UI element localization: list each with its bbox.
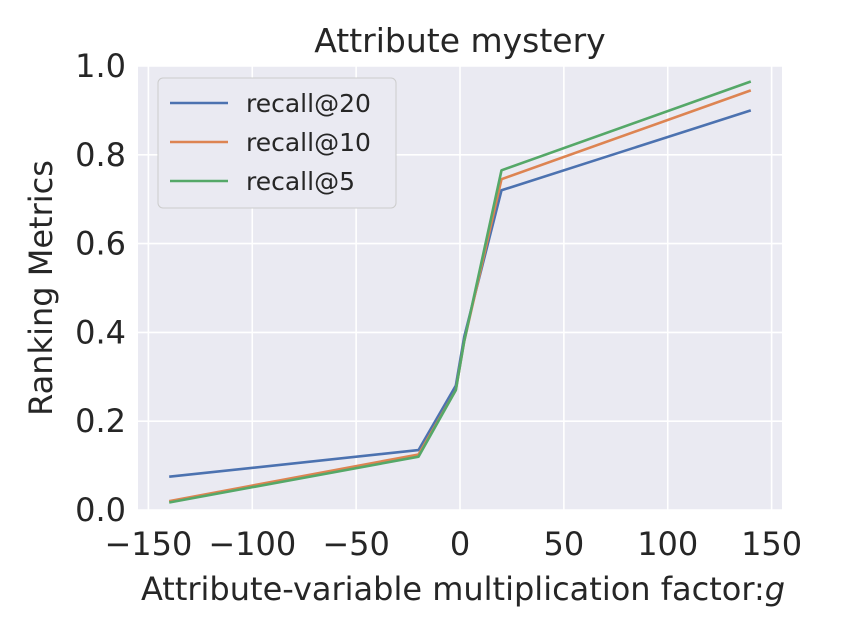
legend: recall@20 recall@10 recall@5	[157, 77, 397, 209]
y-tick-label: 0.0	[75, 491, 126, 529]
legend-label: recall@5	[246, 167, 355, 196]
x-tick-label: 100	[637, 525, 698, 563]
x-tick-label: −100	[208, 525, 296, 563]
x-tick-label: 150	[741, 525, 802, 563]
legend-label: recall@10	[246, 128, 371, 157]
y-tick-label: 0.6	[75, 225, 126, 263]
y-tick-label: 1.0	[75, 47, 126, 85]
series-line-recall-5	[168, 80, 752, 504]
series-lines	[168, 80, 752, 504]
y-tick-label: 0.2	[75, 402, 126, 440]
legend-label: recall@20	[246, 89, 371, 118]
x-axis-title-text: Attribute-variable multiplication factor…	[141, 570, 765, 608]
legend-box	[157, 77, 397, 209]
y-axis-ticks: 0.0 0.2 0.4 0.6 0.8 1.0	[75, 47, 126, 529]
x-tick-label: −50	[322, 525, 390, 563]
x-tick-label: 50	[544, 525, 585, 563]
y-tick-label: 0.8	[75, 136, 126, 174]
chart-title: Attribute mystery	[314, 21, 605, 60]
x-tick-label: −150	[104, 525, 192, 563]
x-axis-title-variable: g	[765, 570, 785, 608]
x-axis-ticks: −150 −100 −50 0 50 100 150	[104, 525, 802, 563]
y-axis-title: Ranking Metrics	[22, 160, 60, 416]
x-tick-label: 0	[450, 525, 470, 563]
y-tick-label: 0.4	[75, 313, 126, 351]
x-axis-title: Attribute-variable multiplication factor…	[141, 570, 785, 608]
